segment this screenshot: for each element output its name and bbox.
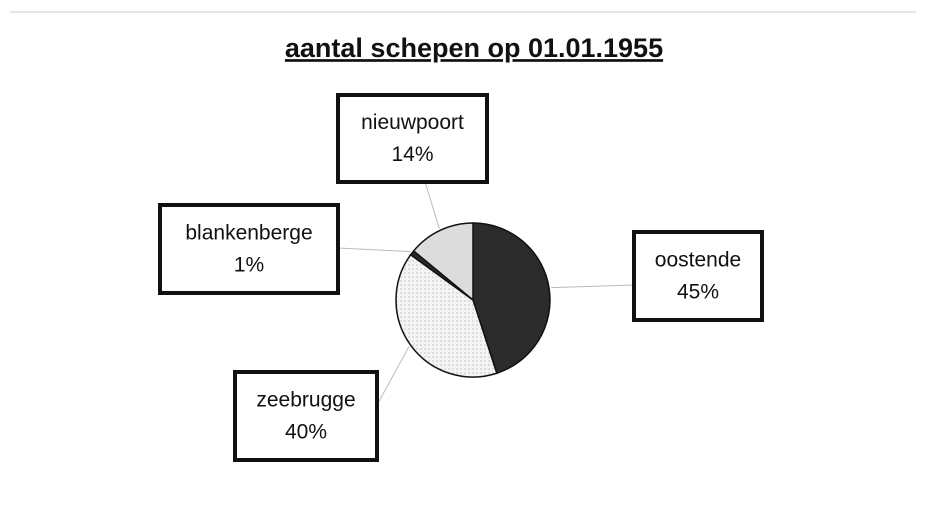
leader-line [376,346,410,406]
slice-value-label: 40% [285,421,327,444]
leader-line [424,181,440,229]
slice-label: zeebrugge [256,389,355,412]
chart-title: aantal schepen op 01.01.1955 [285,33,663,63]
label-box [233,370,379,462]
label-box [632,230,764,322]
leader-line [337,247,411,253]
slice-value-label: 45% [677,281,719,304]
slice-label: oostende [655,249,741,272]
pie-slice [395,253,498,378]
slice-label: nieuwpoort [361,111,464,134]
slice-value-label: 14% [391,143,433,166]
pie-slice [472,222,551,375]
slice-label: blankenberge [185,222,312,245]
slice-value-label: 1% [234,254,264,277]
label-box [336,93,489,184]
label-box [158,203,340,295]
leader-line [551,284,635,289]
pie-slice [412,222,474,302]
